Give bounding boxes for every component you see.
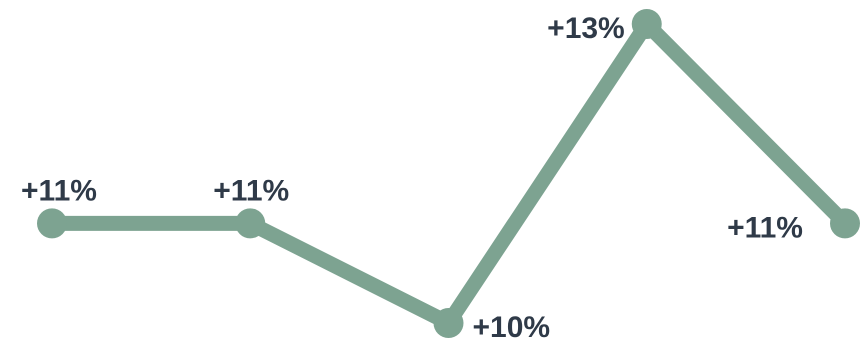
series-line-segment bbox=[242, 215, 456, 331]
data-point bbox=[631, 9, 662, 39]
data-label: +11% bbox=[21, 174, 97, 207]
data-label: +11% bbox=[213, 174, 289, 207]
series-lines bbox=[44, 16, 853, 331]
data-point bbox=[235, 208, 266, 239]
data-labels: +11% +11% +10% +13% +11% bbox=[21, 12, 803, 341]
data-point bbox=[433, 308, 464, 338]
data-label: +10% bbox=[473, 311, 551, 341]
data-label: +13% bbox=[547, 12, 625, 45]
data-point bbox=[830, 208, 860, 239]
series-line-segment bbox=[441, 16, 655, 331]
series-points bbox=[37, 9, 860, 338]
series-line-segment bbox=[639, 16, 853, 231]
data-label: +11% bbox=[727, 211, 803, 244]
data-point bbox=[37, 208, 67, 239]
